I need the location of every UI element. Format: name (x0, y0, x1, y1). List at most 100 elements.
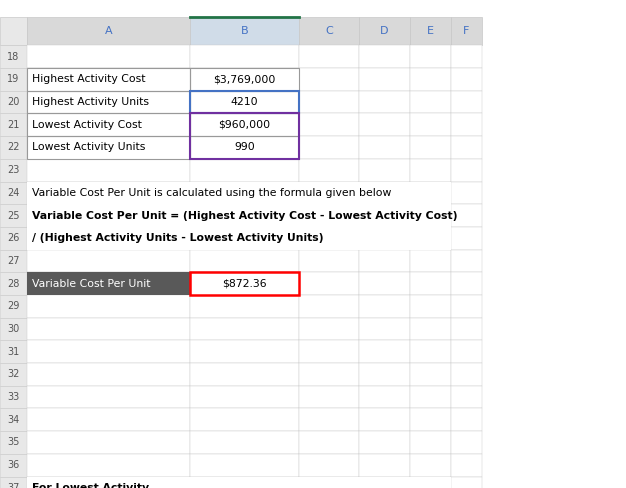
Bar (359, 136, 410, 159)
Text: 20: 20 (8, 97, 19, 107)
Bar (0, 68, 27, 91)
Text: $960,000: $960,000 (218, 120, 270, 130)
Bar (27, 113, 190, 136)
Bar (451, 386, 482, 408)
Bar (359, 249, 410, 272)
Bar (27, 113, 190, 136)
Bar (359, 363, 410, 386)
Bar (190, 204, 299, 227)
Bar (0, 295, 27, 318)
Text: E: E (427, 26, 434, 36)
Bar (27, 431, 190, 454)
Bar (27, 272, 190, 295)
Bar (0, 17, 27, 45)
Bar (359, 45, 410, 68)
Text: 31: 31 (8, 347, 19, 357)
Bar (190, 113, 299, 159)
Text: For Lowest Activity: For Lowest Activity (32, 483, 149, 488)
Text: F: F (463, 26, 470, 36)
Bar (299, 204, 359, 227)
Bar (359, 272, 410, 295)
Bar (190, 68, 299, 91)
Bar (0, 91, 27, 113)
Bar (359, 431, 410, 454)
Bar (451, 17, 482, 45)
Bar (27, 227, 190, 249)
Bar (451, 476, 482, 488)
Bar (0, 182, 27, 204)
Bar (27, 182, 190, 204)
Text: 35: 35 (8, 438, 19, 447)
Bar (359, 91, 410, 113)
Bar (190, 91, 299, 113)
Text: / (Highest Activity Units - Lowest Activity Units): / (Highest Activity Units - Lowest Activ… (32, 233, 324, 243)
Bar (27, 17, 190, 45)
Bar (359, 454, 410, 476)
Bar (299, 476, 359, 488)
Bar (190, 17, 299, 45)
Text: 27: 27 (8, 256, 19, 266)
Bar (451, 431, 482, 454)
Bar (27, 136, 190, 159)
Bar (27, 91, 190, 113)
Bar (299, 340, 359, 363)
Bar (451, 182, 482, 204)
Bar (410, 272, 451, 295)
Bar (27, 182, 451, 204)
Bar (299, 45, 359, 68)
Bar (0, 159, 27, 182)
Bar (190, 272, 299, 295)
Text: 33: 33 (8, 392, 19, 402)
Bar (27, 68, 190, 91)
Bar (451, 68, 482, 91)
Text: C: C (325, 26, 333, 36)
Bar (27, 204, 190, 227)
Bar (410, 386, 451, 408)
Text: 4210: 4210 (230, 97, 259, 107)
Bar (0, 476, 27, 488)
Bar (359, 68, 410, 91)
Bar (410, 454, 451, 476)
Bar (451, 363, 482, 386)
Bar (410, 340, 451, 363)
Bar (27, 476, 190, 488)
Bar (410, 17, 451, 45)
Bar (190, 272, 299, 295)
Bar (0, 249, 27, 272)
Bar (359, 17, 410, 45)
Bar (190, 91, 299, 113)
Bar (410, 159, 451, 182)
Bar (410, 431, 451, 454)
Text: Lowest Activity Units: Lowest Activity Units (32, 142, 145, 152)
Bar (451, 318, 482, 340)
Bar (27, 68, 190, 91)
Bar (359, 318, 410, 340)
Bar (410, 476, 451, 488)
Bar (359, 204, 410, 227)
Bar (190, 182, 299, 204)
Bar (190, 431, 299, 454)
Bar (27, 204, 451, 227)
Bar (27, 295, 190, 318)
Bar (190, 45, 299, 68)
Bar (410, 318, 451, 340)
Bar (299, 113, 359, 136)
Bar (299, 249, 359, 272)
Bar (451, 408, 482, 431)
Bar (27, 386, 190, 408)
Bar (410, 113, 451, 136)
Bar (299, 159, 359, 182)
Bar (190, 91, 299, 113)
Bar (451, 113, 482, 136)
Bar (190, 318, 299, 340)
Bar (410, 249, 451, 272)
Text: Highest Activity Cost: Highest Activity Cost (32, 75, 145, 84)
Bar (0, 386, 27, 408)
Bar (0, 113, 27, 136)
Bar (190, 454, 299, 476)
Bar (27, 249, 190, 272)
Bar (410, 408, 451, 431)
Text: 32: 32 (8, 369, 19, 379)
Bar (27, 363, 190, 386)
Bar (451, 45, 482, 68)
